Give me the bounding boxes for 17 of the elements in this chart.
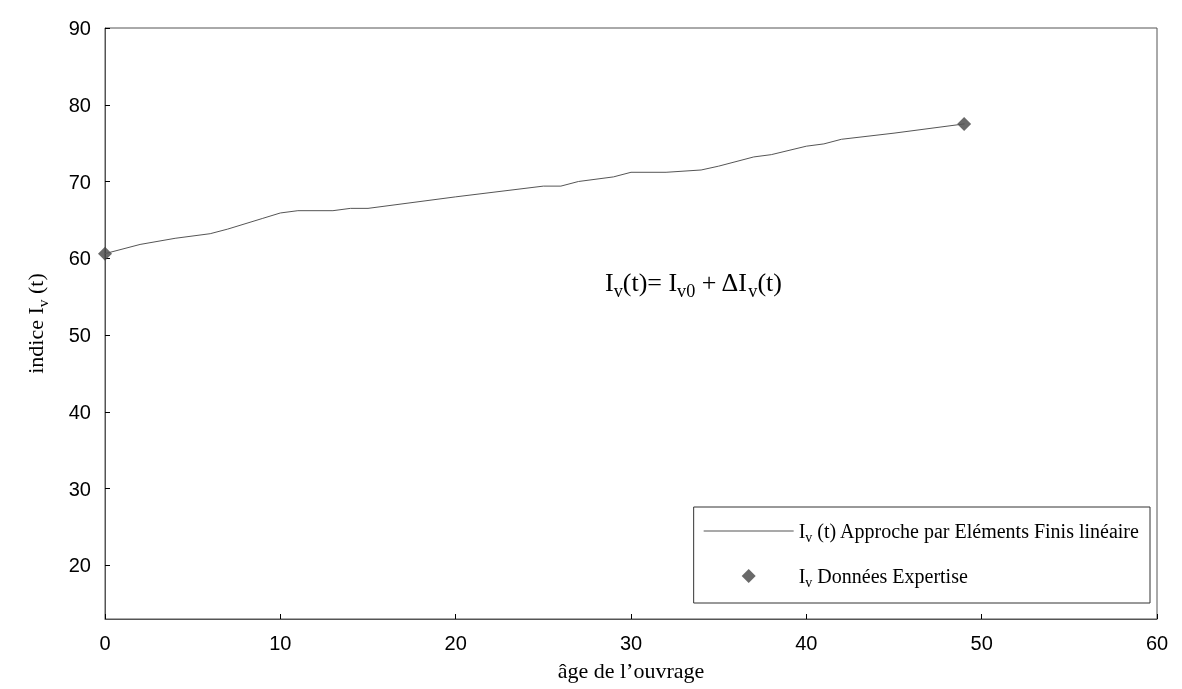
x-tick-label: 10 (269, 632, 292, 654)
y-tick-label: 20 (68, 554, 91, 577)
x-tick-label: 40 (795, 632, 818, 654)
y-tick-label: 50 (68, 324, 91, 347)
y-axis-title: indice Iv (t) (23, 273, 51, 374)
y-tick-label: 60 (68, 247, 91, 270)
x-tick-label: 0 (99, 632, 111, 654)
y-tick-label: 80 (68, 93, 91, 116)
y-tick-label: 70 (68, 170, 91, 193)
x-tick-label: 50 (970, 632, 993, 654)
x-tick-label: 60 (1145, 632, 1169, 654)
x-axis-title: âge de l’ouvrage (557, 657, 705, 683)
y-tick-label: 40 (68, 400, 91, 423)
y-tick-label: 90 (68, 17, 91, 39)
x-tick-label: 20 (444, 632, 467, 654)
x-tick-label: 30 (619, 632, 643, 654)
y-tick-label: 30 (68, 477, 91, 500)
